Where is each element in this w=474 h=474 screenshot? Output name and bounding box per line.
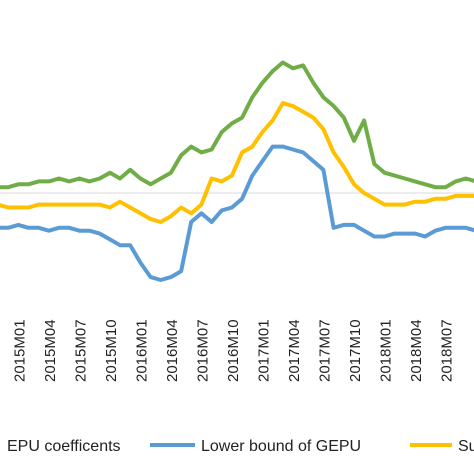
x-tick-label: 2017M10 <box>347 319 364 382</box>
x-tick-label: 2015M10 <box>103 319 120 382</box>
legend: EPU coefficents Lower bound of GEPU Su <box>7 438 474 455</box>
x-tick-label: 2018M04 <box>408 319 425 382</box>
x-tick-label: 2016M04 <box>164 319 181 382</box>
legend-label-lower-bound-of-gepu: Lower bound of GEPU <box>201 438 361 455</box>
x-tick-label: 2015M01 <box>11 319 28 382</box>
x-tick-label: 2017M07 <box>316 319 333 382</box>
x-axis-tick-labels: 2015M01 2015M04 2015M07 2015M10 2016M01 2016M… <box>11 319 455 382</box>
legend-label-su: Su <box>458 438 474 455</box>
x-tick-label: 2016M01 <box>133 319 150 382</box>
x-tick-label: 2016M10 <box>225 319 242 382</box>
plot-area <box>0 60 474 282</box>
x-tick-label: 2018M07 <box>439 319 456 382</box>
x-tick-label: 2015M04 <box>42 319 59 382</box>
legend-label-gepu-coefficents: EPU coefficents <box>7 438 121 455</box>
x-tick-label: 2015M07 <box>72 319 89 382</box>
series-line-su <box>0 101 474 224</box>
series-line-gepu-coefficents <box>0 60 474 190</box>
x-tick-label: 2017M04 <box>286 319 303 382</box>
x-tick-label: 2017M01 <box>255 319 272 382</box>
x-tick-label: 2016M07 <box>194 319 211 382</box>
series-line-lower-bound-of-gepu <box>0 144 474 282</box>
x-tick-label: 2018M01 <box>378 319 395 382</box>
